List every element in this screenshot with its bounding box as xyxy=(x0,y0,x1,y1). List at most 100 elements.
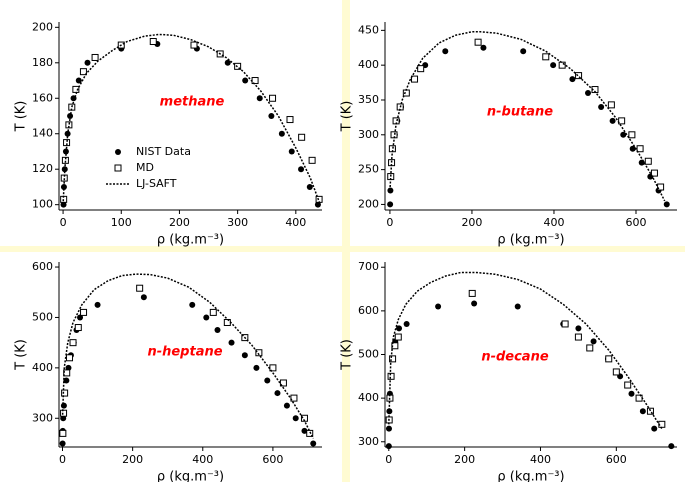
md-point xyxy=(474,38,482,46)
nist-point xyxy=(639,408,646,415)
y-tick-label: 250 xyxy=(358,163,379,176)
y-tick-label: 500 xyxy=(358,348,379,361)
md-point xyxy=(149,38,157,46)
nist-point xyxy=(585,90,592,97)
nist-point xyxy=(77,314,84,321)
x-tick-label: 400 xyxy=(285,216,306,229)
y-tick-label: 300 xyxy=(358,128,379,141)
nist-point xyxy=(292,415,299,422)
md-point xyxy=(209,308,217,316)
nist-point xyxy=(301,427,308,434)
md-point xyxy=(290,394,298,402)
nist-point xyxy=(63,377,70,384)
nist-point xyxy=(628,390,635,397)
x-tick-label: 200 xyxy=(169,216,190,229)
md-point xyxy=(411,75,419,83)
y-tick-label: 400 xyxy=(358,58,379,71)
x-tick-label: 400 xyxy=(192,453,213,466)
nist-point xyxy=(310,440,317,447)
nist-point xyxy=(283,402,290,409)
x-axis-label: ρ (kg.m⁻³) xyxy=(497,233,564,248)
nist-point xyxy=(241,352,248,359)
y-tick-label: 160 xyxy=(32,91,53,104)
legend-label: MD xyxy=(136,161,154,174)
x-tick-label: 0 xyxy=(386,216,393,229)
nist-point xyxy=(396,325,403,332)
nist-point xyxy=(228,339,235,346)
md-point xyxy=(61,389,69,397)
nist-point xyxy=(638,159,645,166)
nist-point xyxy=(189,301,196,308)
md-point xyxy=(91,53,99,61)
annotation: n-decane xyxy=(481,350,549,365)
panel xyxy=(0,252,342,482)
nist-point xyxy=(385,425,392,432)
y-tick-label: 400 xyxy=(358,391,379,404)
y-tick-label: 700 xyxy=(358,260,379,273)
md-point xyxy=(66,354,74,362)
nist-point xyxy=(288,148,295,155)
nist-point xyxy=(274,390,281,397)
y-tick-label: 400 xyxy=(32,361,53,374)
md-point xyxy=(612,368,620,376)
annotation: n-butane xyxy=(487,105,553,120)
nist-point xyxy=(278,130,285,137)
nist-point xyxy=(60,402,67,409)
md-point xyxy=(279,379,287,387)
nist-point xyxy=(590,338,597,345)
x-tick-label: 400 xyxy=(543,216,564,229)
md-point xyxy=(657,183,665,191)
nist-point xyxy=(569,76,576,83)
nist-point xyxy=(264,377,271,384)
nist-point xyxy=(480,44,487,51)
md-point xyxy=(74,324,82,332)
md-point xyxy=(628,131,636,139)
md-point xyxy=(607,101,615,109)
md-point xyxy=(69,339,77,347)
md-point xyxy=(624,381,632,389)
y-tick-label: 100 xyxy=(32,198,53,211)
md-point xyxy=(574,333,582,341)
md-point xyxy=(60,409,68,417)
saft-line xyxy=(388,271,663,430)
x-tick-label: 0 xyxy=(59,453,66,466)
md-point xyxy=(605,355,613,363)
x-tick-label: 0 xyxy=(385,453,392,466)
nist-point xyxy=(629,145,636,152)
x-tick-label: 200 xyxy=(454,453,475,466)
legend-marker xyxy=(115,149,121,155)
y-tick-label: 600 xyxy=(32,260,53,273)
x-tick-label: 0 xyxy=(60,216,67,229)
nist-point xyxy=(306,183,313,190)
md-point xyxy=(646,407,654,415)
md-point xyxy=(63,369,71,377)
saft-line xyxy=(62,33,321,205)
y-tick-label: 450 xyxy=(358,23,379,36)
md-point xyxy=(558,61,566,69)
nist-point xyxy=(609,117,616,124)
nist-point xyxy=(651,425,658,432)
y-tick-label: 120 xyxy=(32,162,53,175)
nist-point xyxy=(59,440,66,447)
md-point xyxy=(59,429,67,437)
md-point xyxy=(636,145,644,153)
md-point xyxy=(650,169,658,177)
md-point xyxy=(575,72,583,80)
md-point xyxy=(190,41,198,49)
md-point xyxy=(561,320,569,328)
panel xyxy=(350,252,685,482)
y-tick-label: 600 xyxy=(358,304,379,317)
nist-point xyxy=(387,201,394,208)
md-point xyxy=(644,157,652,165)
md-point xyxy=(80,308,88,316)
md-point xyxy=(255,349,263,357)
md-point xyxy=(635,394,643,402)
x-axis-label: ρ (kg.m⁻³) xyxy=(497,470,564,482)
nist-point xyxy=(663,201,670,208)
md-point xyxy=(306,429,314,437)
x-tick-label: 200 xyxy=(122,453,143,466)
saft-line xyxy=(389,30,666,202)
y-axis-label: T (K) xyxy=(340,339,355,371)
x-tick-label: 600 xyxy=(625,216,646,229)
